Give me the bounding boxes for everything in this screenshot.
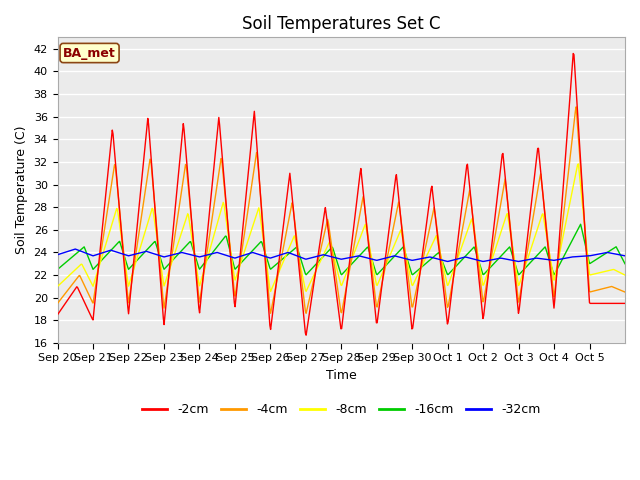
Title: Soil Temperatures Set C: Soil Temperatures Set C xyxy=(242,15,440,33)
Text: BA_met: BA_met xyxy=(63,47,116,60)
Legend: -2cm, -4cm, -8cm, -16cm, -32cm: -2cm, -4cm, -8cm, -16cm, -32cm xyxy=(137,398,545,421)
Y-axis label: Soil Temperature (C): Soil Temperature (C) xyxy=(15,126,28,254)
X-axis label: Time: Time xyxy=(326,369,356,382)
